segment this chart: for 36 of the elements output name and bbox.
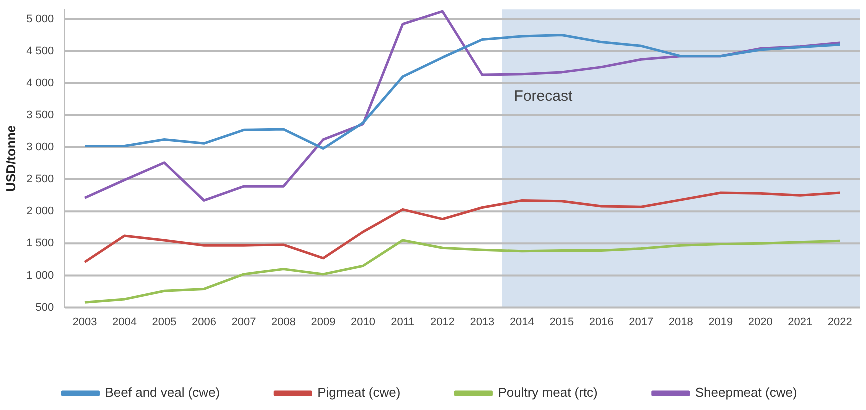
x-tick-label: 2011: [391, 316, 415, 328]
x-tick-label: 2019: [708, 316, 734, 328]
y-tick-label: 5 000: [26, 13, 54, 26]
y-tick-label: 4 000: [26, 77, 54, 90]
x-tick-label: 2021: [788, 316, 813, 328]
y-tick-label: 2 500: [26, 174, 54, 186]
band-label: Forecast: [514, 88, 574, 106]
legend-label: Beef and veal (cwe): [105, 385, 220, 400]
y-tick-label: 4 500: [26, 45, 54, 58]
y-tick-label: 2 000: [26, 206, 54, 218]
legend-label: Sheepmeat (cwe): [695, 385, 798, 400]
x-tick-label: 2020: [748, 316, 773, 328]
x-tick-label: 2010: [350, 316, 376, 328]
y-tick-label: 1 000: [26, 270, 54, 282]
x-tick-label: 2013: [470, 316, 495, 328]
x-tick-label: 2005: [152, 316, 177, 328]
legend-label: Poultry meat (rtc): [498, 385, 598, 400]
x-tick-label: 2012: [430, 316, 455, 328]
x-tick-label: 2009: [311, 316, 336, 328]
x-tick-label: 2017: [629, 316, 654, 328]
x-tick-label: 2016: [589, 316, 614, 328]
y-tick-label: 500: [36, 302, 54, 314]
y-tick-label: 3 000: [26, 142, 54, 154]
x-tick-label: 2008: [271, 316, 296, 328]
y-tick-label: 1 500: [26, 238, 54, 250]
x-tick-label: 2014: [510, 316, 534, 328]
x-tick-label: 2007: [232, 316, 256, 328]
x-tick-label: 2004: [112, 316, 137, 328]
y-tick-label: 3 500: [26, 109, 54, 122]
legend-label: Pigmeat (cwe): [318, 385, 401, 400]
y-axis-title: USD/tonne: [3, 125, 18, 192]
x-tick-label: 2015: [550, 316, 574, 328]
x-tick-label: 2022: [828, 316, 852, 328]
x-tick-label: 2006: [192, 316, 216, 328]
x-tick-label: 2018: [668, 316, 694, 328]
x-tick-label: 2003: [72, 316, 98, 328]
